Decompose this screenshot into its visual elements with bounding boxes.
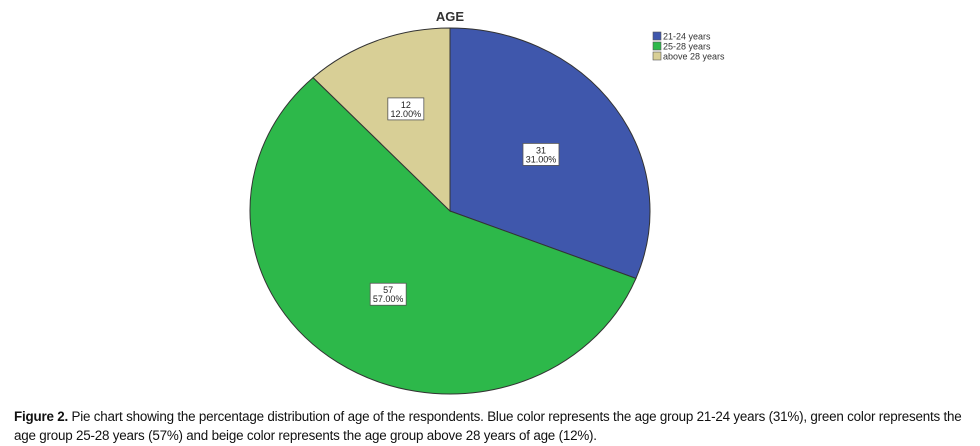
data-label-count: 31 [536,145,546,155]
chart-title: AGE [436,9,465,24]
pie-slice-3 [312,27,451,213]
caption-text: Pie chart showing the percentage distrib… [14,409,962,443]
legend-label-3: above 28 years [663,52,725,62]
legend-label-2: 25-28 years [663,42,711,52]
caption-label: Figure 2. [14,409,69,424]
legend-swatch-1 [652,31,662,41]
data-label-percent: 31.00% [526,154,557,164]
data-label-percent: 57.00% [373,294,404,304]
pie-slice-2 [249,76,637,395]
data-label-count: 57 [383,285,393,295]
data-label-count: 12 [401,100,411,110]
legend-swatch-2 [652,41,662,51]
figure-caption: Figure 2. Pie chart showing the percenta… [14,407,974,445]
data-label-percent: 12.00% [391,109,422,119]
legend-swatch-3 [652,51,662,61]
legend-label-1: 21-24 years [663,32,711,42]
